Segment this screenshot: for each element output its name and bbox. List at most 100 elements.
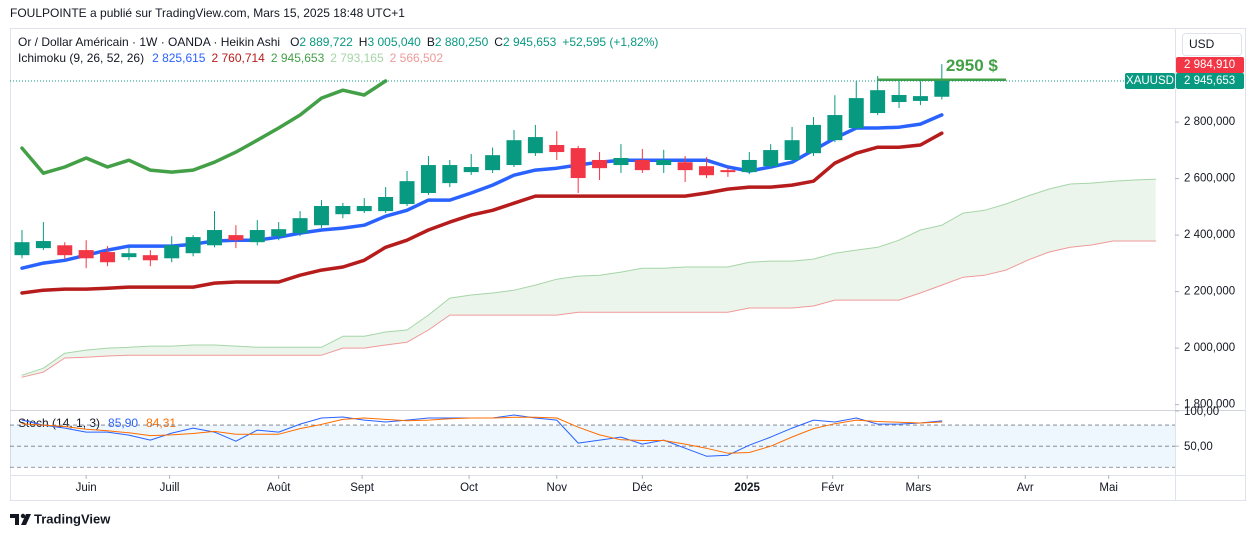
candle-body	[185, 237, 201, 254]
footer-logo	[10, 513, 31, 525]
legend-change: +52,595 (+1,82%)	[562, 35, 658, 49]
candle-body	[592, 159, 608, 169]
y-tick-label: 2 600,000	[1184, 173, 1235, 185]
ichimoku-cloud	[22, 179, 1156, 378]
chart-frame	[10, 28, 1246, 501]
candle-body	[699, 166, 715, 176]
y-tick-label: 2 200,000	[1184, 286, 1235, 298]
candle-body	[57, 245, 73, 256]
candle-body	[399, 181, 415, 205]
legend-ohlc-value: 2 945,653	[503, 35, 557, 49]
candle-body	[292, 218, 308, 234]
x-tick-label: Juill	[160, 482, 180, 494]
candle-body	[912, 96, 928, 101]
candle-body	[613, 157, 629, 166]
candle-body	[784, 140, 800, 160]
stoch-value: 84,31	[146, 416, 176, 430]
x-tick-label: Déc	[632, 482, 653, 494]
ichimoku-line	[21, 240, 1157, 378]
x-tick-label: Août	[267, 482, 291, 494]
candle-body	[870, 90, 886, 114]
candle-body	[677, 162, 693, 171]
candle-body	[207, 230, 222, 246]
stoch-label: Stoch (14, 1, 3)	[18, 416, 100, 430]
candle-body	[249, 230, 265, 243]
x-tick-label: Mars	[906, 482, 932, 494]
annotation-text: 2950 $	[946, 56, 999, 75]
candle-body	[848, 98, 864, 129]
x-tick-label: Févr	[821, 482, 844, 494]
legend-ohlc-key: B	[427, 35, 435, 49]
symbol-badge	[1125, 72, 1175, 89]
candle-body	[14, 242, 30, 256]
candle-body	[335, 206, 351, 215]
legend-ohlc-value: 3 005,040	[367, 35, 421, 49]
x-tick-label: Mai	[1099, 482, 1118, 494]
stoch-pane	[10, 414, 1175, 468]
y-tick-label: 2 400,000	[1184, 229, 1235, 241]
candle-body	[549, 144, 565, 153]
ichimoku-value: 2 793,165	[330, 51, 384, 65]
candle-body	[634, 159, 650, 171]
candle-body	[485, 155, 501, 171]
candle-body	[570, 148, 586, 179]
ichimoku-line	[20, 79, 388, 175]
x-tick-label: Nov	[547, 482, 568, 494]
candle-body	[741, 159, 757, 173]
candle-body	[121, 253, 137, 258]
candle-body	[506, 140, 522, 166]
footer-brand: TradingView	[34, 511, 111, 526]
currency-box[interactable]	[1182, 33, 1242, 56]
y-tick-label: 1 800,000	[1184, 399, 1235, 411]
symbol-badge-text: XAUUSD	[1126, 75, 1174, 87]
legend-ohlc-key: H	[359, 35, 368, 49]
main-pane: 2950 $	[10, 56, 1175, 378]
candle-body	[656, 159, 672, 166]
candle-body	[78, 250, 94, 259]
legend-ohlc-key: C	[494, 35, 503, 49]
ichimoku-line	[21, 178, 1157, 376]
candle-body	[934, 80, 950, 97]
x-tick-label: Avr	[1017, 482, 1034, 494]
legend-line-main: Or / Dollar Américain · 1W · OANDA · Hei…	[18, 35, 658, 49]
candle-body	[356, 206, 372, 212]
stoch-tick-label: 100,00	[1184, 406, 1219, 418]
candle-body	[463, 167, 479, 173]
candle-body	[763, 150, 779, 167]
publish-header: FOULPOINTE a publié sur TradingView.com,…	[10, 6, 405, 20]
x-tick-label: Juin	[76, 482, 97, 494]
stoch-line	[21, 416, 943, 454]
candle-body	[164, 245, 180, 259]
stoch-value: 85,90	[108, 416, 138, 430]
x-tick-label: Sept	[350, 482, 374, 494]
price-badge-text: 2 984,910	[1184, 59, 1235, 71]
legend-line-ichimoku: Ichimoku (9, 26, 52, 26) 2 825,615 2 760,7…	[18, 51, 443, 65]
y-tick-label: 2 000,000	[1184, 342, 1235, 354]
currency-label: USD	[1189, 37, 1215, 51]
candle-body	[720, 170, 736, 173]
ichimoku-line	[20, 131, 944, 295]
ichimoku-value: 2 825,615	[152, 51, 206, 65]
candle-body	[442, 165, 458, 184]
candle-body	[142, 255, 158, 261]
candle-body	[827, 115, 843, 141]
ichimoku-value: 2 566,502	[390, 51, 444, 65]
candle-body	[378, 196, 394, 212]
ichimoku-line	[20, 113, 944, 270]
legend-line-stoch: Stoch (14, 1, 3) 85,90 84,31	[18, 416, 176, 430]
legend-ohlc-value: 2 889,722	[299, 35, 353, 49]
candle-body	[35, 241, 51, 249]
candle-body	[805, 124, 821, 154]
candle-body	[100, 252, 116, 263]
candle-body	[228, 235, 244, 241]
ichimoku-label: Ichimoku (9, 26, 52, 26)	[18, 51, 144, 65]
y-tick-label: 2 800,000	[1184, 116, 1235, 128]
legend-ohlc-key: O	[290, 35, 299, 49]
candle-body	[271, 229, 287, 237]
price-badge	[1176, 72, 1244, 89]
legend-symbol: Or / Dollar Américain · 1W · OANDA · Hei…	[18, 35, 280, 49]
stoch-tick-label: 50,00	[1184, 441, 1213, 453]
candle-body	[420, 165, 436, 194]
price-badge-text: 2 945,653	[1184, 75, 1235, 87]
